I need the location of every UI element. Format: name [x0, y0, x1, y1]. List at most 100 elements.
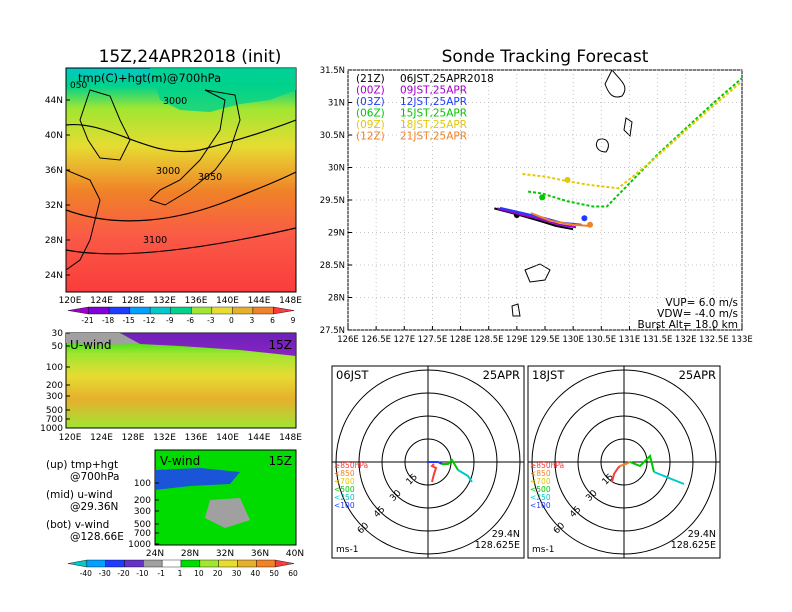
u-wind-pressure-label: 50: [52, 342, 64, 352]
track-line-3: [527, 76, 742, 208]
wind-colorbar-swatch: [274, 559, 295, 568]
u-wind-lon-ticks: 120E 124E 128E 132E 136E 140E 144E 148E: [59, 433, 303, 443]
map-lon-tick-label: 148E: [279, 296, 302, 306]
map-lat-tick-label: 32N: [45, 201, 63, 211]
track-y-ticks: 27.5N 28N 28.5N 29N 29.5N 30N 30.5N 31N 31.5N: [320, 66, 352, 336]
polar-level-label: <100: [334, 501, 355, 510]
u-wind-pressure-label: 500: [46, 406, 63, 416]
wind-colorbar-swatch: [143, 559, 163, 568]
u-wind-lon-label: 140E: [216, 433, 239, 443]
polar-unit: ms-1: [532, 545, 554, 555]
polar-level-label: ≥850hPa: [334, 461, 368, 470]
wind-colorbar-swatch: [237, 559, 257, 568]
temp-colorbar-swatch: [211, 306, 233, 315]
u-wind-lon-label: 124E: [90, 433, 113, 443]
wind-colorbar-label: -1: [157, 569, 165, 578]
wind-colorbar-label: -40: [80, 569, 92, 578]
legend-text: 15JST,25APR: [400, 108, 467, 120]
temp-colorbar-swatch: [232, 306, 254, 315]
wind-colorbar-label: 20: [213, 569, 223, 578]
track-land: [511, 70, 633, 317]
panel-notes: (up) tmp+hgt@700hPa (mid) u-wind@29.36N (b…: [46, 459, 124, 543]
map-lon-tick-label: 124E: [90, 296, 113, 306]
v-wind-lat-label: 28N: [181, 549, 199, 559]
u-wind-pressure-label: 30: [52, 329, 64, 339]
u-wind-time: 15Z: [269, 338, 293, 352]
polar-level-label: ≥850hPa: [530, 461, 564, 470]
map-lon-tick-label: 144E: [248, 296, 271, 306]
u-wind-lon-label: 144E: [248, 433, 271, 443]
temp-colorbar-label: -12: [143, 316, 155, 325]
x-tick-label: 126E: [337, 335, 359, 345]
x-tick-label: 132E: [675, 335, 697, 345]
polar-level-label: <850: [334, 469, 355, 478]
map-lon-ticks: 120E 124E 128E 132E 136E 140E 144E 148E: [59, 296, 303, 306]
hodograph-segment: [619, 461, 631, 467]
wind-colorbar-label: -30: [99, 569, 111, 578]
temp-colorbar-label: -9: [166, 316, 174, 325]
track-marker-3: [539, 194, 546, 201]
polar-level-label: <250: [530, 493, 551, 502]
track-line-1: [496, 207, 577, 229]
track-marker-4: [564, 176, 571, 183]
y-tick-label: 29.5N: [320, 196, 345, 206]
x-tick-label: 128E: [450, 335, 472, 345]
wind-colorbar-swatch: [86, 559, 106, 568]
legend-text: 09JST,25APR: [400, 85, 467, 97]
note-line-b: @700hPa: [70, 471, 120, 483]
height-contour-3: [66, 227, 296, 255]
x-tick-label: 130.5E: [586, 335, 616, 345]
wind-colorbar-label: 10: [194, 569, 204, 578]
v-wind-pressure-label: 700: [134, 529, 151, 539]
temperature-colorbar: -21 -18 -15 -12 -9 -6 -3 0 3 6 9: [67, 306, 296, 325]
v-wind-negative-region: [155, 468, 240, 490]
contour-label-3000a: 3000: [163, 96, 187, 107]
track-marker-2: [581, 215, 588, 222]
hodograph-segment: [430, 463, 438, 483]
track-line-4: [522, 79, 742, 190]
map-lon-tick-label: 128E: [122, 296, 145, 306]
u-wind-gray-band: [66, 333, 140, 345]
temp-colorbar-swatch: [67, 306, 89, 315]
wind-colorbar-label: -10: [136, 569, 148, 578]
map-lat-tick-label: 24N: [45, 271, 63, 281]
v-wind-pressure-label: 200: [134, 496, 151, 506]
temp-colorbar-label: 6: [270, 316, 275, 325]
island-kyushu: [604, 70, 626, 98]
temp-colorbar-swatch: [108, 306, 130, 315]
map-lon-tick-label: 136E: [185, 296, 208, 306]
stat-vdw: VDW= -4.0 m/s: [657, 308, 738, 320]
v-wind-pressure-label: 100: [134, 479, 151, 489]
wind-colorbar-label: 60: [288, 569, 298, 578]
x-tick-label: 127E: [393, 335, 415, 345]
map-corner-label: 050: [70, 81, 87, 91]
legend-code: (03Z): [356, 96, 385, 108]
track-marker-5: [587, 221, 594, 228]
u-wind-pressure-label: 200: [46, 381, 63, 391]
polar-level-label: <850: [530, 469, 551, 478]
temp-colorbar-label: -6: [187, 316, 195, 325]
temp-colorbar-swatch: [252, 306, 274, 315]
x-tick-label: 133E: [731, 335, 753, 345]
map-lon-tick-label: 120E: [59, 296, 82, 306]
y-tick-label: 27.5N: [320, 326, 345, 336]
map-lon-tick-label: 132E: [153, 296, 176, 306]
x-tick-label: 128.5E: [474, 335, 504, 345]
wind-colorbar-swatch: [161, 559, 182, 568]
note-line-b: @29.36N: [70, 501, 118, 513]
contour-label-3050: 3050: [198, 172, 222, 183]
polar-level-label: <100: [530, 501, 551, 510]
legend-text: 12JST,25APR: [400, 96, 467, 108]
right-title: Sonde Tracking Forecast: [442, 47, 649, 67]
land-coastline-japan: [149, 89, 241, 206]
temp-colorbar-swatch: [149, 306, 171, 315]
polar-time: 06JST: [336, 368, 369, 382]
u-wind-pressure-label: 700: [46, 415, 63, 425]
u-wind-pressure-label: 100: [46, 363, 63, 373]
u-wind-label: U-wind: [70, 338, 111, 352]
u-wind-lon-label: 132E: [153, 433, 176, 443]
wind-colorbar: -40 -30 -20 -10 -1 1 10 20 30 40 50 60: [67, 559, 298, 578]
